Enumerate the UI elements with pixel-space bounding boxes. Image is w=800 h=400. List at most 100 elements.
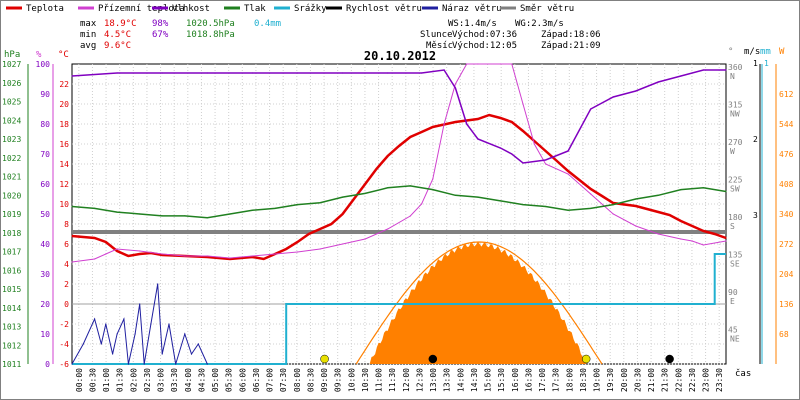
point-teplota — [669, 214, 671, 216]
temp-tick-label: -6 — [59, 360, 69, 369]
x-tick-label: 06:00 — [238, 368, 247, 392]
point-teplota — [680, 220, 682, 222]
x-tick-label: 17:30 — [552, 368, 561, 392]
x-tick-label: 21:00 — [647, 368, 656, 392]
hpa-tick-label: 1016 — [2, 266, 21, 275]
point-prizemni — [409, 215, 411, 217]
point-tlak — [590, 207, 592, 209]
solar-tick-label: 272 — [779, 240, 794, 249]
point-vlhkost — [421, 72, 423, 74]
point-vlhkost — [702, 69, 705, 71]
x-tick-label: 18:30 — [579, 368, 588, 392]
point-tlak — [725, 190, 727, 193]
point-tlak — [94, 207, 96, 209]
point-teplota — [511, 121, 513, 123]
point-nraz — [190, 353, 193, 355]
x-tick-label: 04:30 — [197, 368, 206, 392]
point-vlhkost — [296, 72, 299, 74]
point-prizemni — [477, 63, 479, 65]
point-prizemni — [251, 255, 253, 257]
temp-tick-label: 12 — [59, 180, 69, 189]
point-prizemni — [454, 83, 456, 85]
moon-marker — [665, 354, 674, 364]
temp-tick-label: 6 — [64, 240, 69, 249]
point-teplota — [477, 118, 479, 120]
point-tlak — [657, 194, 659, 196]
stat-temp: 4.5°C — [104, 30, 131, 40]
sun-rise: Východ:07:36 — [452, 30, 517, 40]
temp-tick-label: 20 — [59, 100, 69, 109]
point-prizemni — [161, 253, 163, 255]
point-prizemni — [421, 203, 423, 205]
x-tick-label: 03:00 — [157, 368, 166, 392]
point-tlak — [206, 217, 208, 219]
point-nraz — [139, 303, 141, 305]
stat-hum: 67% — [152, 30, 169, 40]
point-nraz — [184, 333, 186, 335]
point-teplota — [398, 145, 400, 147]
hpa-tick-label: 1020 — [2, 191, 21, 200]
point-prizemni — [702, 244, 705, 246]
solar-tick-label: 408 — [779, 180, 794, 189]
sun-marker — [581, 354, 591, 364]
ms-tick-label: 1 — [753, 59, 758, 68]
point-prizemni — [657, 233, 659, 235]
point-tlak — [477, 196, 479, 198]
solar-tick-label: 340 — [779, 210, 794, 219]
x-tick-label: 02:00 — [129, 368, 138, 392]
dir-tick-label: NE — [730, 335, 740, 344]
point-vlhkost — [567, 150, 569, 152]
point-teplota — [454, 121, 456, 123]
point-nraz — [175, 363, 177, 365]
point-prizemni — [680, 238, 682, 240]
legend-label: Srážky — [294, 4, 327, 14]
point-prizemni — [511, 63, 513, 65]
hpa-tick-label: 1023 — [2, 135, 21, 144]
x-tick-label: 10:30 — [361, 368, 370, 392]
hpa-unit: hPa — [4, 50, 20, 60]
point-nraz — [161, 353, 163, 355]
hpa-tick-label: 1017 — [2, 248, 21, 257]
point-tlak — [635, 198, 637, 200]
point-tlak — [229, 213, 231, 215]
x-tick-label: 12:30 — [415, 368, 424, 392]
point-teplota — [229, 258, 231, 260]
point-teplota — [387, 155, 389, 157]
point-vlhkost — [635, 90, 637, 92]
x-tick-label: 07:30 — [279, 368, 288, 392]
point-nraz — [150, 323, 152, 325]
temp-tick-label: 14 — [59, 160, 69, 169]
x-tick-label: 12:00 — [402, 368, 411, 392]
point-tlak — [612, 204, 614, 206]
dir-tick-label: E — [730, 297, 735, 306]
point-tlak — [251, 209, 253, 211]
dir-tick-label: 180 — [728, 213, 743, 222]
point-prizemni — [590, 193, 592, 195]
x-tick-label: 23:30 — [715, 368, 724, 392]
x-tick-label: 11:30 — [388, 368, 397, 392]
point-teplota — [488, 114, 490, 116]
point-teplota — [522, 130, 524, 132]
moon-set: Západ:21:09 — [541, 41, 601, 51]
point-tlak — [522, 204, 524, 206]
point-teplota — [635, 205, 637, 207]
dir-tick-label: W — [730, 147, 735, 156]
temp-tick-label: 2 — [64, 280, 69, 289]
point-vlhkost — [511, 153, 513, 155]
x-tick-label: 21:30 — [661, 368, 670, 392]
point-nraz — [206, 363, 208, 365]
legend-label: Náraz větru — [442, 4, 502, 14]
point-nraz — [105, 323, 107, 325]
point-prizemni — [105, 253, 107, 255]
x-tick-label: 20:30 — [633, 368, 642, 392]
x-tick-label: 11:00 — [375, 368, 384, 392]
x-unit-label: čas — [735, 368, 751, 379]
point-teplota — [116, 250, 118, 252]
pct-tick-label: 50 — [40, 210, 50, 219]
temp-tick-label: 10 — [59, 200, 69, 209]
dir-tick-label: 45 — [728, 326, 738, 335]
series-tlak — [71, 185, 727, 219]
stat-temp: 9.6°C — [104, 41, 131, 51]
point-teplota — [296, 241, 299, 243]
x-tick-label: 01:30 — [116, 368, 125, 392]
